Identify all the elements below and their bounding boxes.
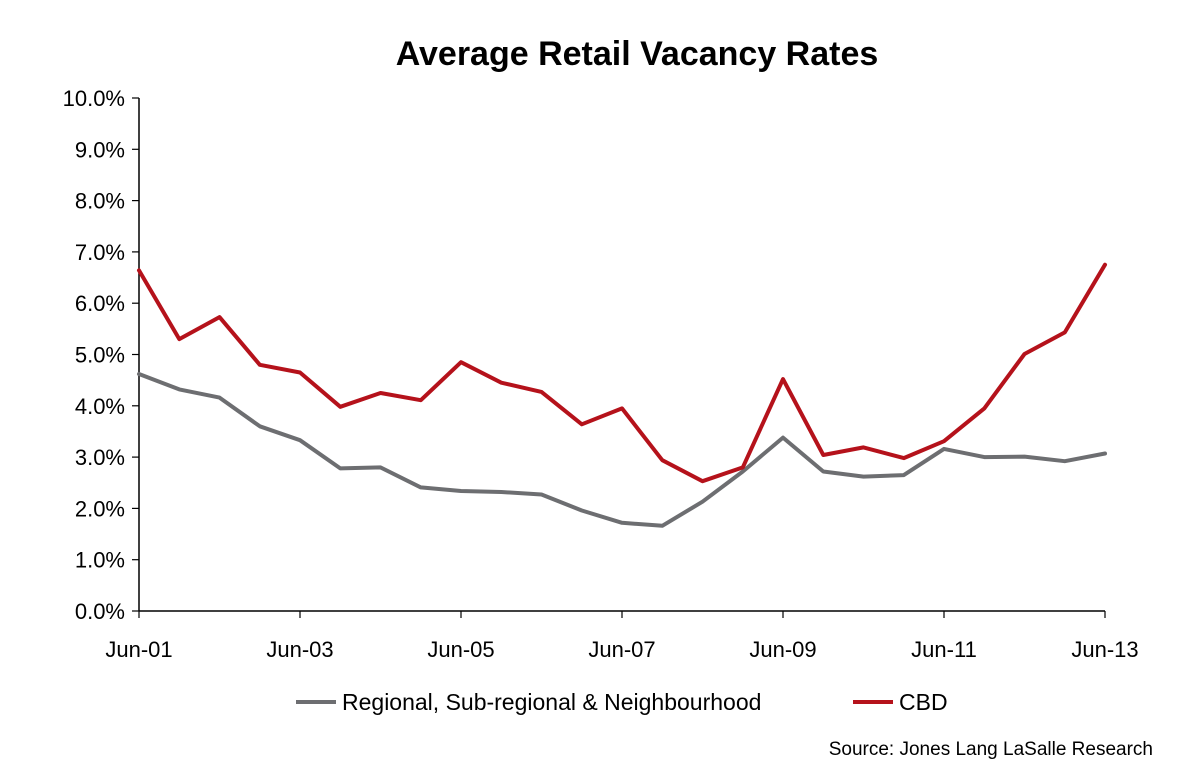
- chart-title: Average Retail Vacancy Rates: [396, 35, 879, 73]
- y-axis: 0.0% 1.0% 2.0% 3.0% 4.0% 5.0% 6.0% 7.0% 8.0% 9.0%…: [63, 86, 140, 624]
- x-tick-label: Jun-07: [588, 637, 655, 662]
- x-tick-label: Jun-03: [266, 637, 333, 662]
- y-tick-label: 3.0%: [75, 445, 125, 470]
- series-lines: [137, 262, 1107, 528]
- y-tick-label: 1.0%: [75, 548, 125, 573]
- y-tick-label: 6.0%: [75, 291, 125, 316]
- x-tick-label: Jun-01: [105, 637, 172, 662]
- y-tick-label: 0.0%: [75, 599, 125, 624]
- x-tick-label: Jun-11: [911, 637, 977, 662]
- series-line-cbd: [137, 262, 1107, 484]
- legend-label-regional: Regional, Sub-regional & Neighbourhood: [342, 689, 761, 715]
- y-tick-label: 7.0%: [75, 240, 125, 265]
- x-axis: Jun-01 Jun-03 Jun-05 Jun-07 Jun-09 Jun-11 Jun-…: [105, 610, 1139, 662]
- y-tick-label: 9.0%: [75, 137, 125, 162]
- legend: Regional, Sub-regional & Neighbourhood CB…: [296, 689, 948, 715]
- y-tick-label: 8.0%: [75, 189, 125, 214]
- x-tick-label: Jun-05: [427, 637, 494, 662]
- legend-label-cbd: CBD: [899, 689, 948, 715]
- y-tick-label: 10.0%: [63, 86, 125, 111]
- source-note: Source: Jones Lang LaSalle Research: [829, 739, 1153, 760]
- y-tick-label: 2.0%: [75, 496, 125, 521]
- series-line-regional: [137, 372, 1107, 528]
- y-tick-label: 4.0%: [75, 394, 125, 419]
- y-tick-label: 5.0%: [75, 343, 125, 368]
- x-tick-label: Jun-09: [749, 637, 816, 662]
- x-tick-label: Jun-13: [1071, 637, 1138, 662]
